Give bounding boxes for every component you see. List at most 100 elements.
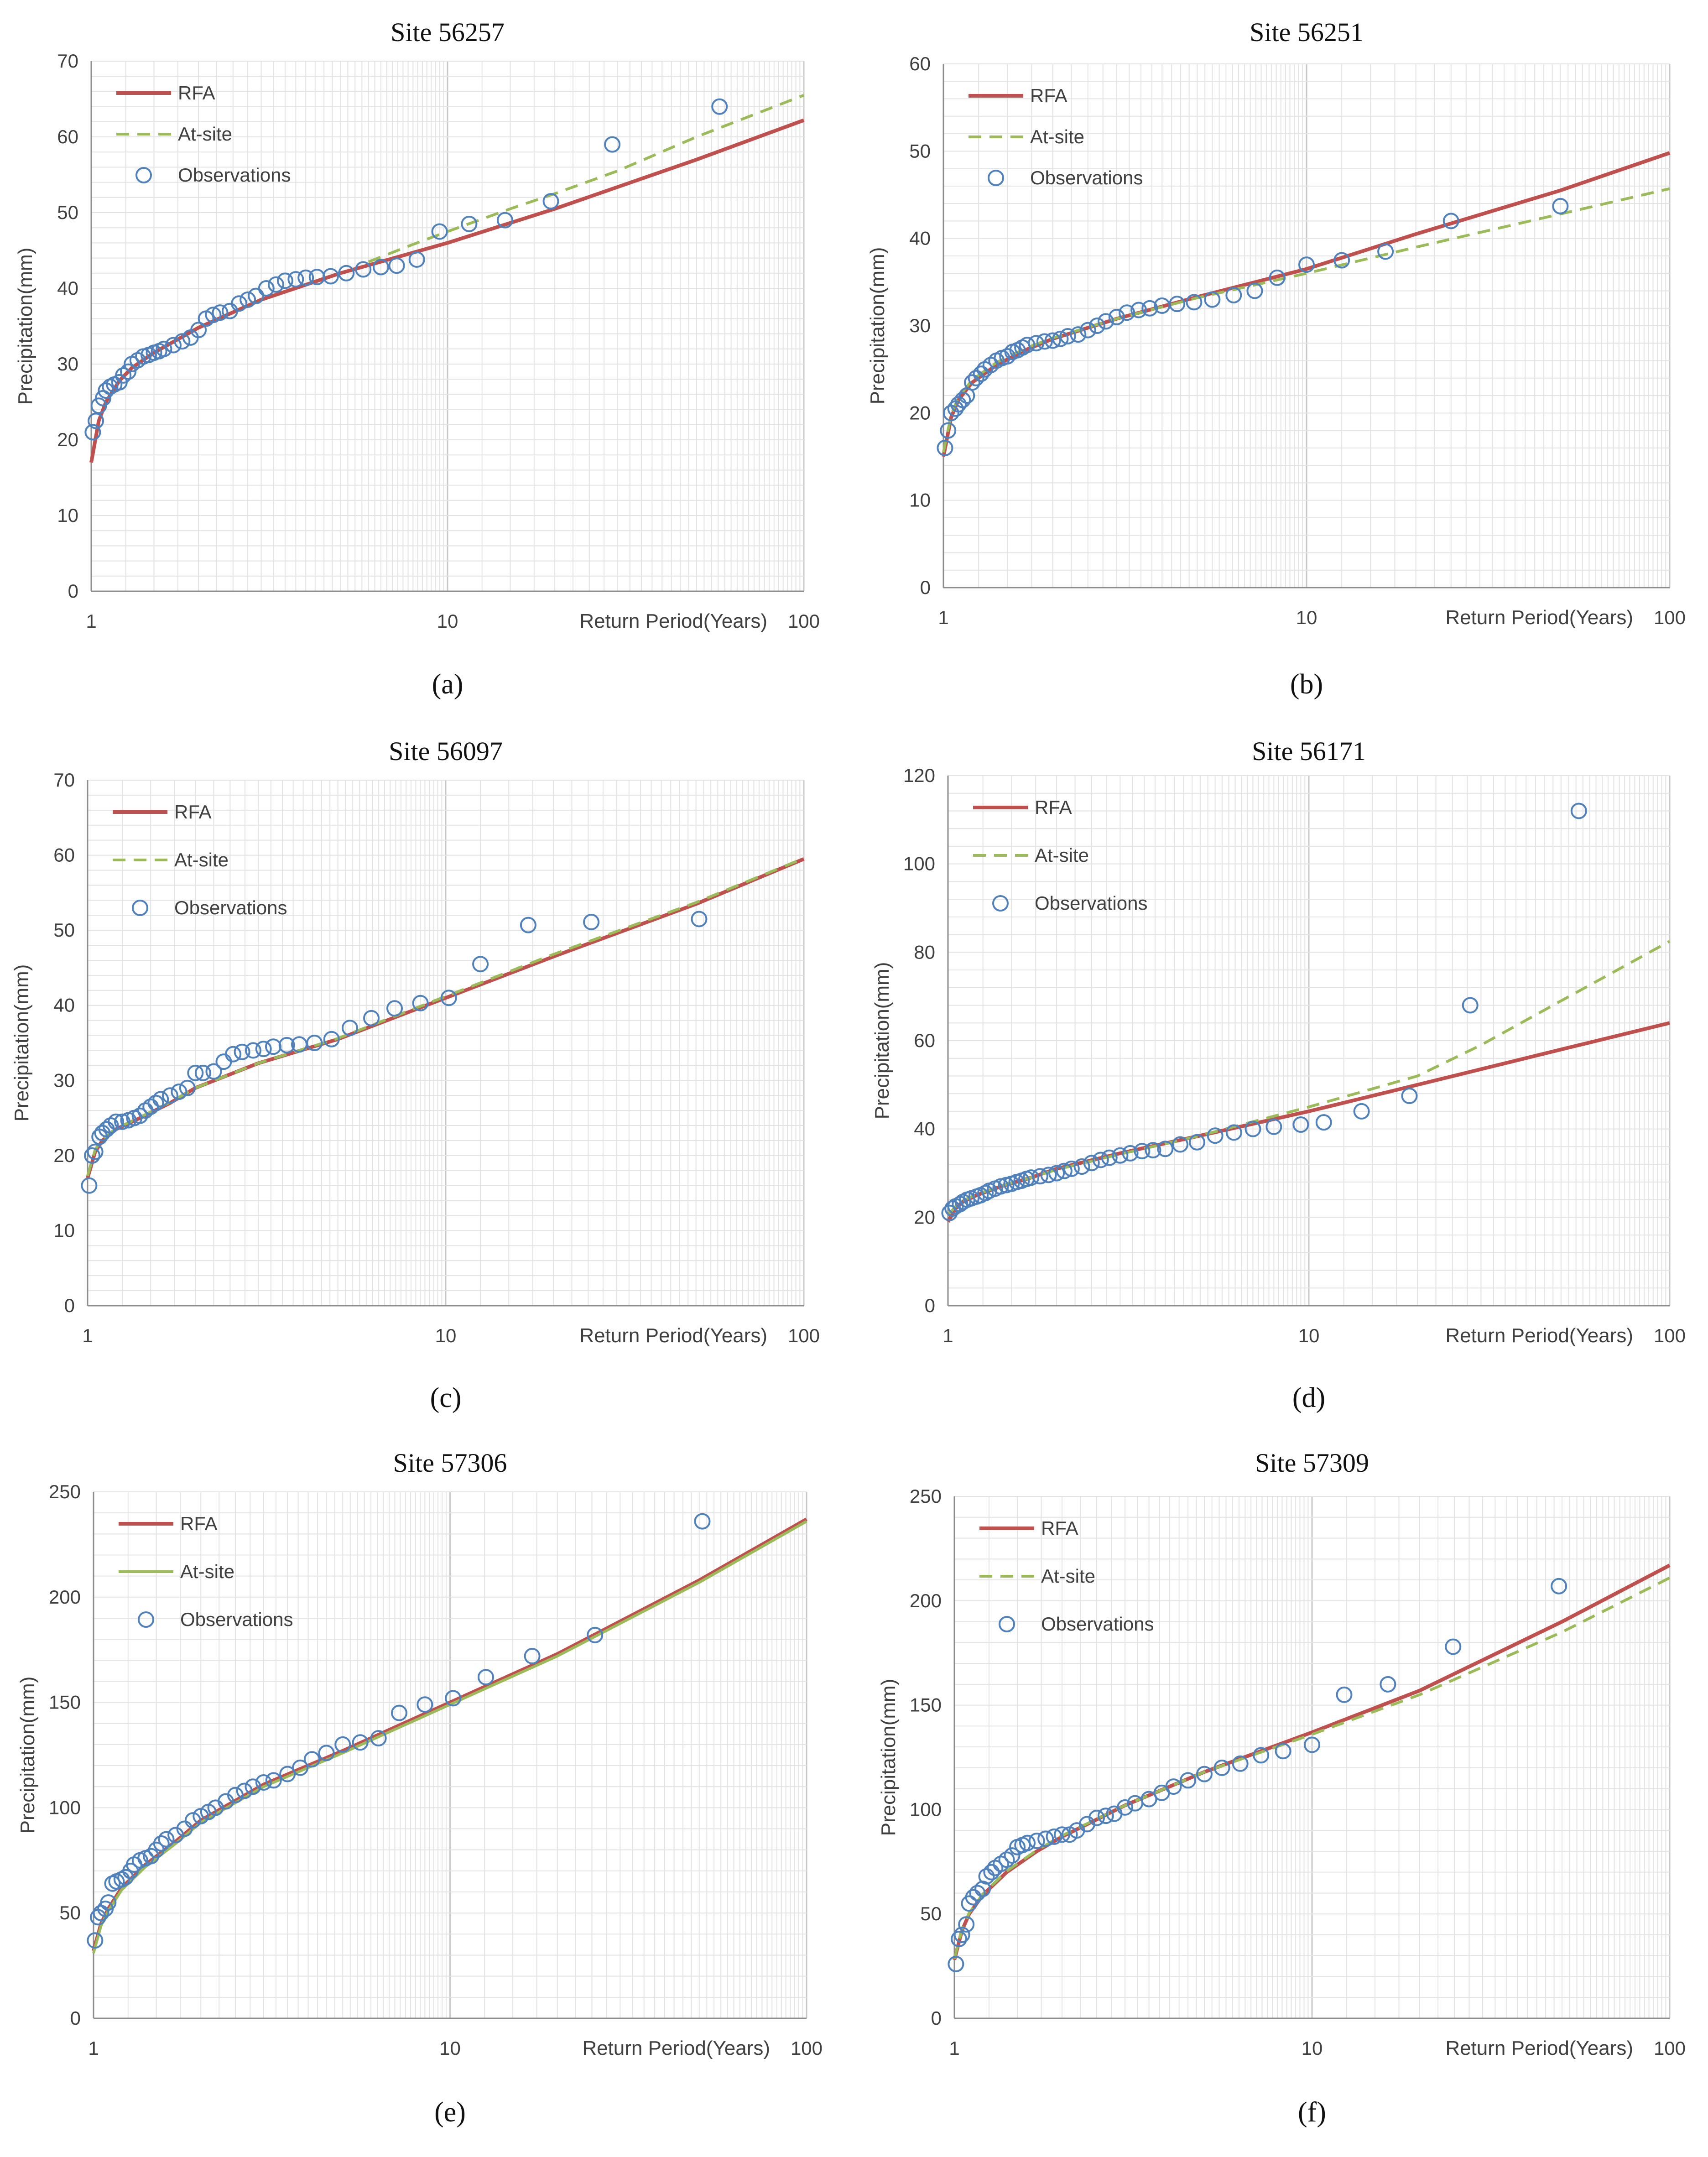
legend-rfa-label: RFA — [178, 82, 215, 104]
observation-point — [323, 1031, 340, 1047]
observation-point — [445, 1690, 462, 1707]
y-tick-label: 80 — [914, 941, 935, 963]
x-tick-label: 1 — [938, 607, 948, 628]
legend-at-site-label: At-site — [1035, 844, 1089, 866]
observation-point — [1052, 330, 1069, 347]
observation-point — [1112, 1147, 1129, 1164]
y-tick-label: 200 — [910, 1590, 942, 1611]
y-tick-label: 40 — [909, 228, 931, 249]
observation-point — [276, 272, 293, 289]
legend: RFA At-site Observations — [119, 1513, 293, 1630]
observation-point — [583, 914, 600, 931]
legend-rfa-label: RFA — [1030, 85, 1068, 106]
y-axis-label: Precipitation(mm) — [871, 962, 893, 1120]
observation-point — [205, 307, 222, 323]
panel-caption: (c) — [430, 1382, 462, 1413]
observation-point — [245, 1778, 261, 1795]
observation-point — [225, 1046, 242, 1063]
x-axis-label: Return Period(Years) — [579, 610, 767, 632]
observation-point — [1196, 1766, 1213, 1782]
y-tick-label: 60 — [914, 1030, 935, 1051]
y-tick-label: 70 — [53, 769, 75, 791]
observation-point — [431, 223, 448, 240]
observation-point — [1552, 198, 1569, 214]
observation-point — [1119, 304, 1135, 321]
observation-point — [1054, 1826, 1071, 1843]
observation-point — [1070, 326, 1087, 343]
observation-point — [1157, 1141, 1174, 1157]
y-tick-label: 60 — [53, 844, 75, 866]
observation-point — [1298, 256, 1315, 273]
chart-title: Site 56171 — [1252, 736, 1366, 766]
at-site-series-line — [86, 857, 805, 1177]
chart-title: Site 57309 — [1255, 1448, 1369, 1478]
observation-point — [1040, 1167, 1057, 1183]
legend-observations-swatch — [135, 167, 152, 183]
observation-point — [352, 1734, 369, 1751]
panel-caption: (f) — [1298, 2097, 1326, 2128]
y-tick-label: 10 — [53, 1219, 75, 1241]
legend: RFA At-site Observations — [973, 797, 1147, 914]
x-tick-label: 10 — [1296, 607, 1317, 628]
observation-point — [205, 1063, 222, 1080]
x-axis-label: Return Period(Years) — [1445, 2037, 1633, 2059]
observation-point — [958, 1916, 975, 1933]
observation-point — [147, 1094, 164, 1111]
y-tick-label: 0 — [920, 577, 931, 598]
observation-point — [227, 1787, 244, 1803]
observation-points — [81, 911, 708, 1194]
observation-point — [303, 1751, 320, 1768]
observation-point — [1442, 213, 1459, 229]
x-tick-label: 100 — [788, 610, 820, 632]
x-tick-label: 10 — [1298, 1325, 1320, 1346]
y-tick-label: 120 — [903, 765, 935, 786]
observation-point — [165, 337, 182, 354]
observation-point — [171, 1083, 187, 1100]
observation-point — [236, 1782, 253, 1799]
observation-point — [1225, 1124, 1242, 1141]
observation-point — [1186, 294, 1203, 311]
observation-point — [1445, 1638, 1462, 1655]
x-tick-label: 100 — [788, 1325, 820, 1346]
legend-rfa-label: RFA — [1041, 1517, 1078, 1539]
observation-point — [691, 911, 708, 927]
observation-point — [969, 1885, 986, 1902]
legend-observations-label: Observations — [180, 1609, 293, 1630]
observation-point — [1304, 1736, 1320, 1753]
observation-point — [1046, 1828, 1062, 1845]
x-tick-label: 1 — [943, 1325, 953, 1346]
observation-point — [131, 1107, 148, 1124]
observation-point — [231, 295, 248, 312]
y-axis-label: Precipitation(mm) — [10, 964, 33, 1122]
observation-point — [497, 212, 514, 229]
x-tick-label: 10 — [1302, 2037, 1323, 2059]
y-tick-label: 40 — [914, 1118, 935, 1140]
observation-point — [1088, 1809, 1105, 1826]
observation-point — [408, 251, 425, 268]
observation-point — [937, 439, 953, 456]
observation-point — [1004, 1847, 1021, 1864]
observation-point — [370, 1730, 387, 1747]
observation-point — [255, 1774, 272, 1791]
observation-point — [1253, 1747, 1270, 1764]
observation-point — [87, 1143, 104, 1160]
observation-point — [267, 276, 284, 293]
y-tick-label: 100 — [903, 853, 935, 875]
x-axis-label: Return Period(Years) — [1445, 1324, 1633, 1347]
legend-observations-swatch — [992, 895, 1009, 912]
observation-points — [948, 1578, 1567, 1973]
y-tick-label: 20 — [909, 402, 931, 423]
observation-point — [318, 1745, 335, 1761]
observation-point — [1246, 282, 1263, 299]
observation-point — [1145, 1142, 1161, 1159]
observation-point — [1265, 1118, 1282, 1135]
y-tick-label: 10 — [57, 505, 78, 526]
observation-point — [187, 1064, 204, 1081]
chart-title: Site 56097 — [389, 736, 503, 766]
observation-point — [978, 1868, 995, 1885]
legend-observations-label: Observations — [1035, 892, 1147, 914]
observation-point — [1225, 287, 1242, 304]
observation-point — [524, 1648, 541, 1665]
observation-points — [937, 198, 1569, 456]
